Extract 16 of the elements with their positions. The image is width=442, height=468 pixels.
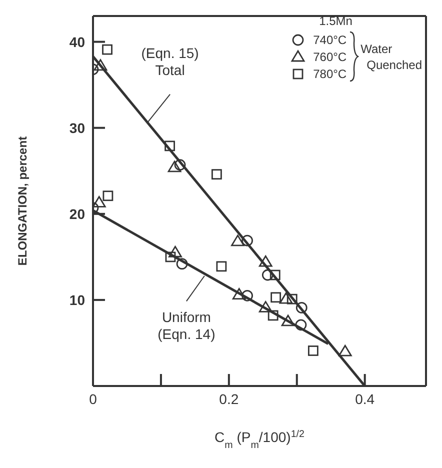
- y-tick-label: 40: [69, 34, 86, 50]
- annotation: Water Quenched: [360, 40, 422, 72]
- legend-label: 740°C: [313, 32, 347, 46]
- y-tick-label: 30: [69, 120, 86, 136]
- x-axis-title: C$_{m}$ (P$_{m}$/100)$^{1/2}$: [214, 428, 304, 450]
- legend-title: 1.5Mn: [319, 14, 354, 28]
- x-tick-label: 0.2: [219, 390, 239, 407]
- legend-label: 780°C: [313, 66, 347, 80]
- y-tick-label: 10: [69, 292, 86, 308]
- y-tick-label: 20: [69, 206, 86, 222]
- x-tick-label: 0.4: [355, 390, 375, 407]
- y-axis-title: ELONGATION, percent: [15, 136, 30, 266]
- legend-label: 760°C: [313, 50, 347, 64]
- annotation: (Eqn. 15) Total: [141, 44, 199, 78]
- x-tick-label: 0: [89, 390, 98, 407]
- annotation: Uniform (Eqn. 14): [158, 308, 216, 342]
